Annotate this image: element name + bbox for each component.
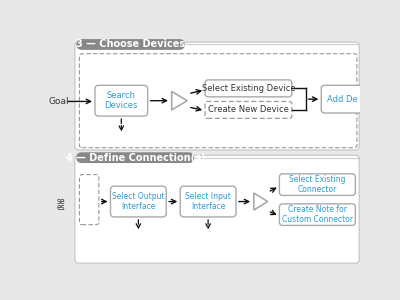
FancyBboxPatch shape xyxy=(76,152,194,163)
Text: Create Note for
Custom Connector: Create Note for Custom Connector xyxy=(282,205,353,224)
FancyBboxPatch shape xyxy=(205,101,292,118)
FancyBboxPatch shape xyxy=(279,204,355,225)
FancyBboxPatch shape xyxy=(321,85,368,113)
FancyBboxPatch shape xyxy=(110,186,166,217)
FancyBboxPatch shape xyxy=(95,85,148,116)
Text: Add De: Add De xyxy=(328,94,358,103)
Text: Goal: Goal xyxy=(48,97,69,106)
FancyBboxPatch shape xyxy=(279,174,355,195)
Text: es: es xyxy=(56,203,65,212)
FancyBboxPatch shape xyxy=(180,186,236,217)
Text: Create New Device: Create New Device xyxy=(208,105,289,114)
Text: se: se xyxy=(56,197,65,206)
Text: Select Input
Interface: Select Input Interface xyxy=(185,192,231,211)
Text: Search
Devices: Search Devices xyxy=(105,91,138,110)
FancyBboxPatch shape xyxy=(205,80,292,97)
Text: Select Existing Device: Select Existing Device xyxy=(202,84,295,93)
Text: Select Output
Interface: Select Output Interface xyxy=(112,192,165,211)
FancyBboxPatch shape xyxy=(76,39,185,50)
Text: 3 — Choose Devices: 3 — Choose Devices xyxy=(76,40,185,50)
FancyBboxPatch shape xyxy=(75,155,359,263)
Text: Select Existing
Connector: Select Existing Connector xyxy=(289,175,346,194)
Text: 4 — Define Connection(s): 4 — Define Connection(s) xyxy=(66,153,205,163)
FancyBboxPatch shape xyxy=(75,42,359,150)
